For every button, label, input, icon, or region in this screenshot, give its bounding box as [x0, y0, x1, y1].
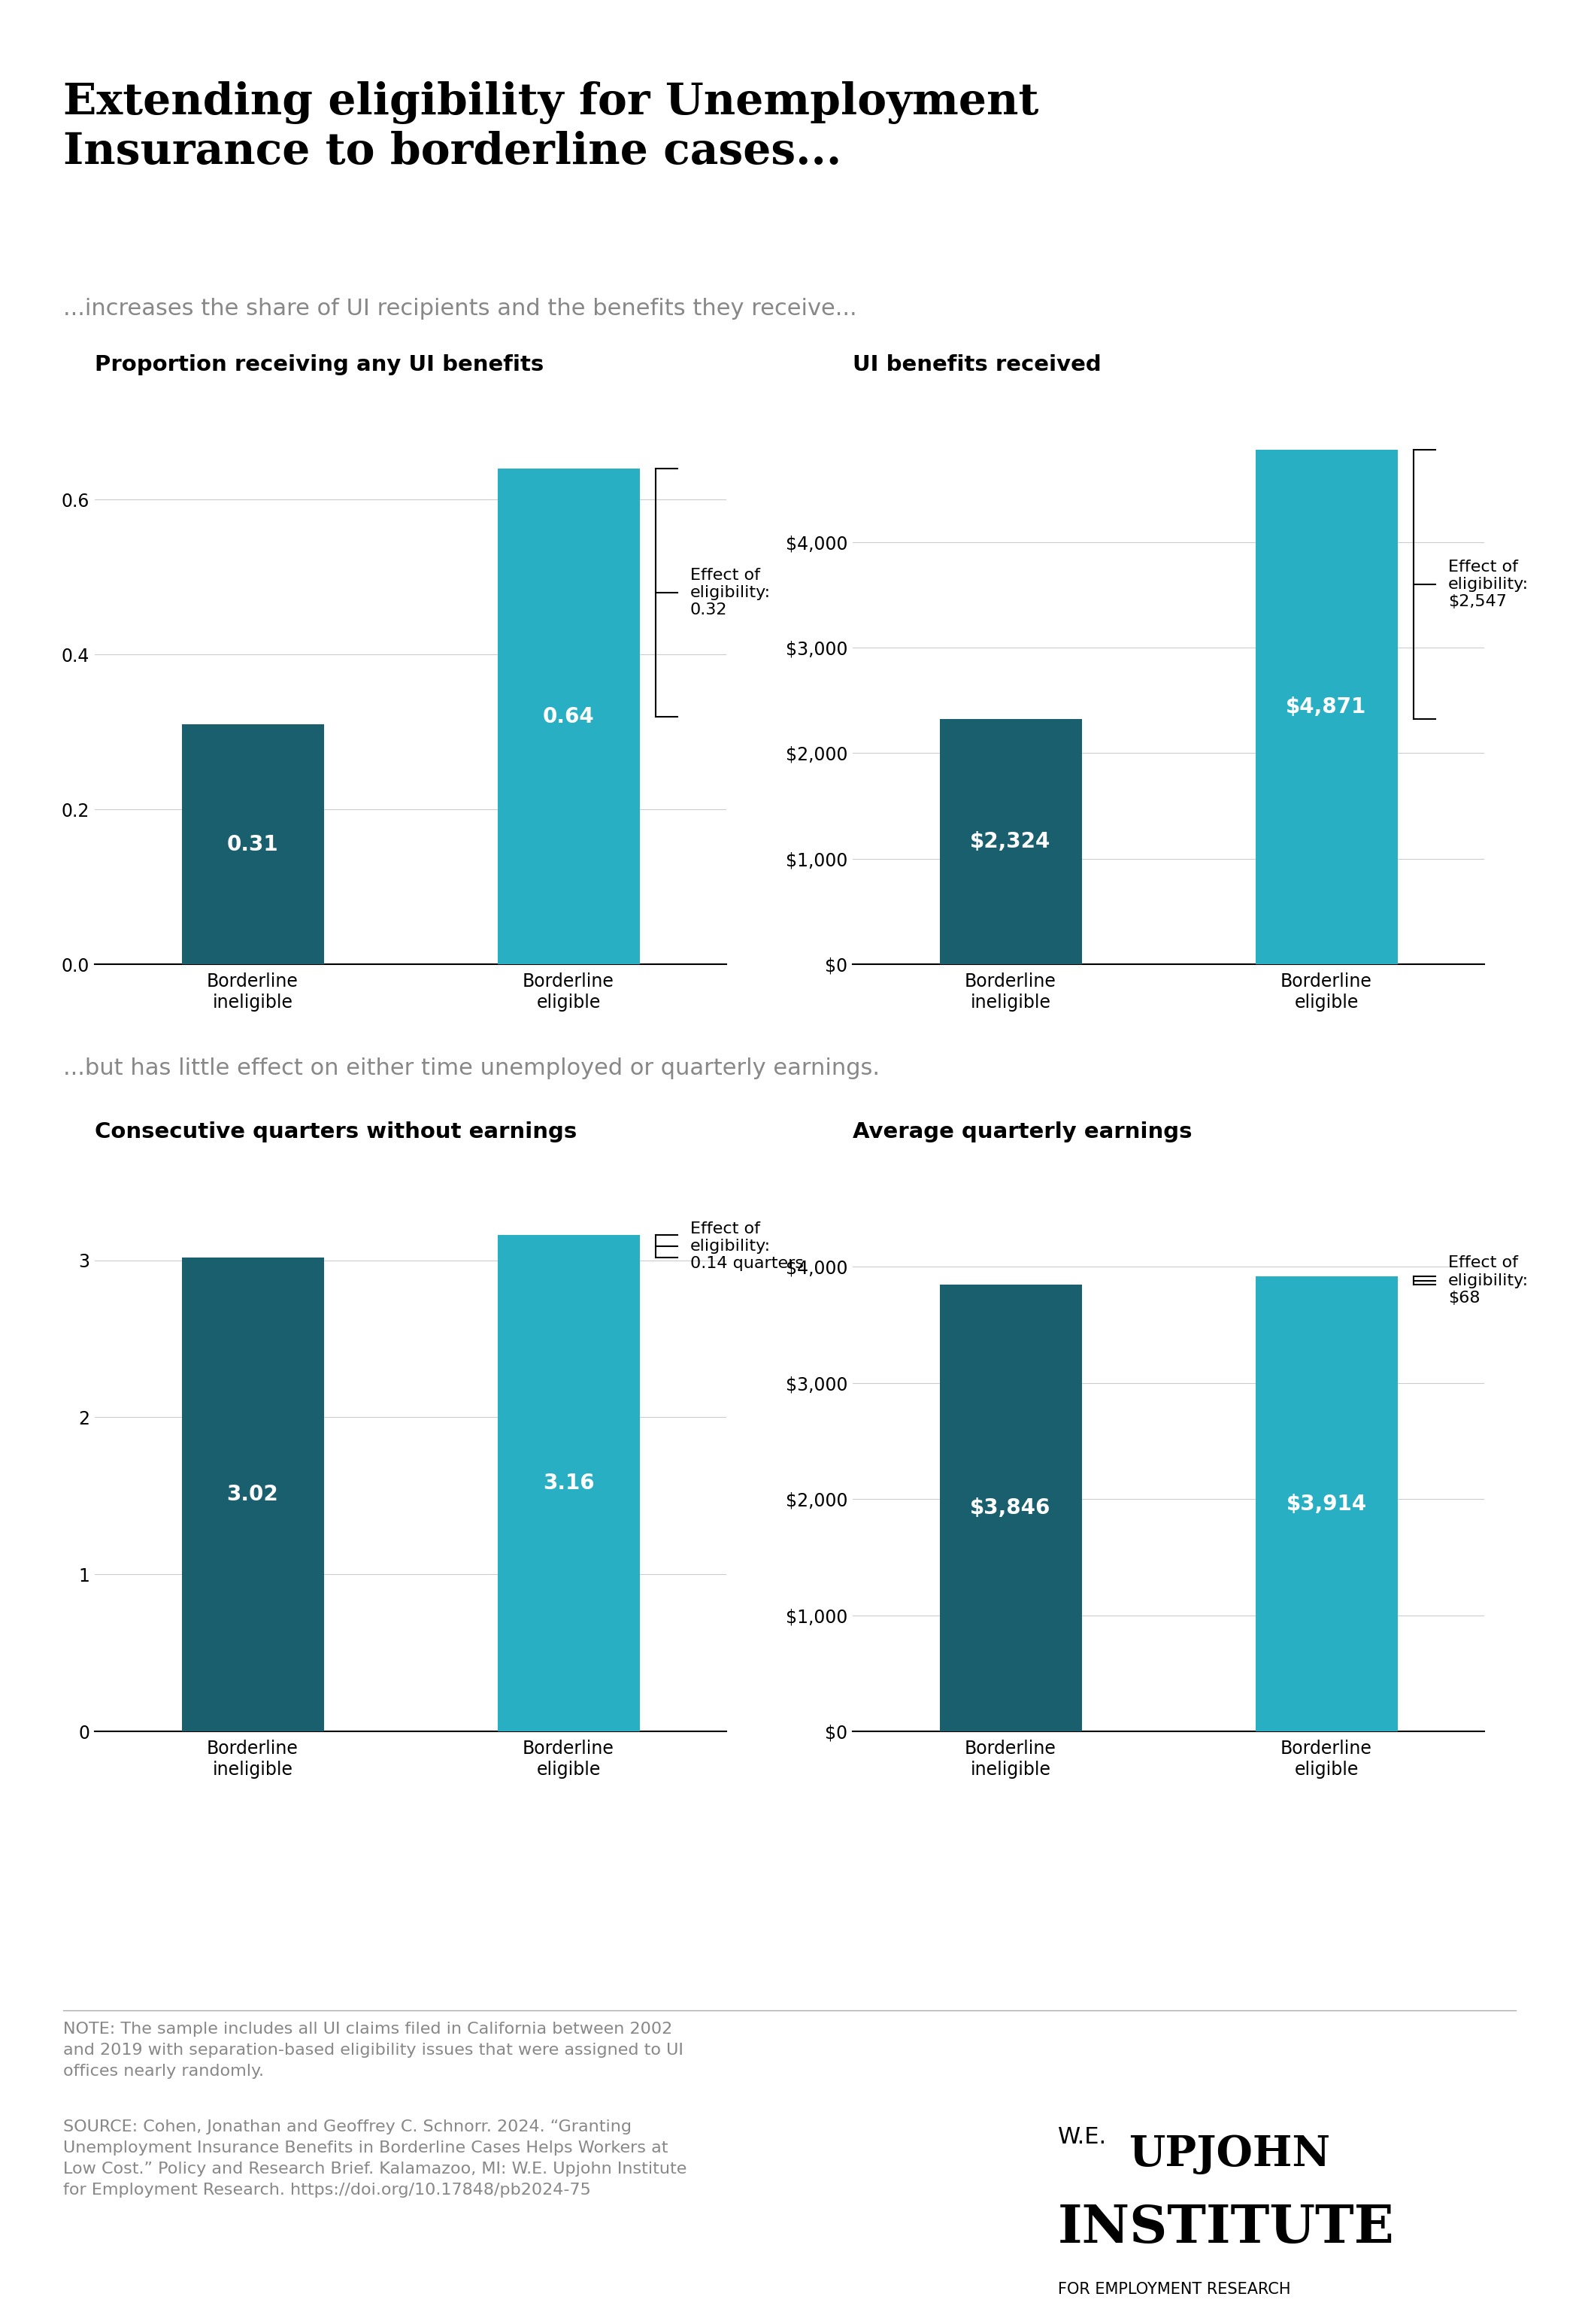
Text: Effect of
eligibility:
$2,547: Effect of eligibility: $2,547: [1448, 560, 1528, 609]
Text: 0.64: 0.64: [543, 706, 594, 727]
Bar: [1255, 1276, 1397, 1731]
Bar: [182, 1257, 324, 1731]
Title: UI benefits received: UI benefits received: [853, 353, 1102, 376]
Text: NOTE: The sample includes all UI claims filed in California between 2002
and 201: NOTE: The sample includes all UI claims …: [63, 2022, 684, 2080]
Text: W.E.: W.E.: [1058, 2126, 1107, 2147]
Text: ...but has little effect on either time unemployed or quarterly earnings.: ...but has little effect on either time …: [63, 1057, 880, 1078]
Bar: [1255, 451, 1397, 964]
Bar: [497, 469, 639, 964]
Bar: [497, 1234, 639, 1731]
Text: UPJOHN: UPJOHN: [1129, 2133, 1331, 2175]
Text: ...increases the share of UI recipients and the benefits they receive...: ...increases the share of UI recipients …: [63, 297, 857, 318]
Text: 3.02: 3.02: [227, 1483, 278, 1506]
Text: 0.31: 0.31: [227, 834, 278, 855]
Bar: [182, 725, 324, 964]
Text: $3,914: $3,914: [1285, 1494, 1367, 1515]
Text: $2,324: $2,324: [970, 832, 1052, 853]
Text: Extending eligibility for Unemployment
Insurance to borderline cases...: Extending eligibility for Unemployment I…: [63, 81, 1039, 172]
Text: 3.16: 3.16: [543, 1473, 594, 1494]
Text: FOR EMPLOYMENT RESEARCH: FOR EMPLOYMENT RESEARCH: [1058, 2282, 1290, 2296]
Text: $3,846: $3,846: [970, 1497, 1052, 1518]
Text: Effect of
eligibility:
0.32: Effect of eligibility: 0.32: [690, 567, 771, 618]
Text: INSTITUTE: INSTITUTE: [1058, 2203, 1394, 2254]
Bar: [940, 1285, 1082, 1731]
Text: SOURCE: Cohen, Jonathan and Geoffrey C. Schnorr. 2024. “Granting
Unemployment In: SOURCE: Cohen, Jonathan and Geoffrey C. …: [63, 2119, 687, 2199]
Title: Average quarterly earnings: Average quarterly earnings: [853, 1120, 1192, 1143]
Text: Effect of
eligibility:
0.14 quarters: Effect of eligibility: 0.14 quarters: [690, 1220, 804, 1271]
Title: Proportion receiving any UI benefits: Proportion receiving any UI benefits: [95, 353, 543, 376]
Text: $4,871: $4,871: [1285, 697, 1367, 718]
Title: Consecutive quarters without earnings: Consecutive quarters without earnings: [95, 1120, 576, 1143]
Text: Effect of
eligibility:
$68: Effect of eligibility: $68: [1448, 1255, 1528, 1306]
Bar: [940, 718, 1082, 964]
